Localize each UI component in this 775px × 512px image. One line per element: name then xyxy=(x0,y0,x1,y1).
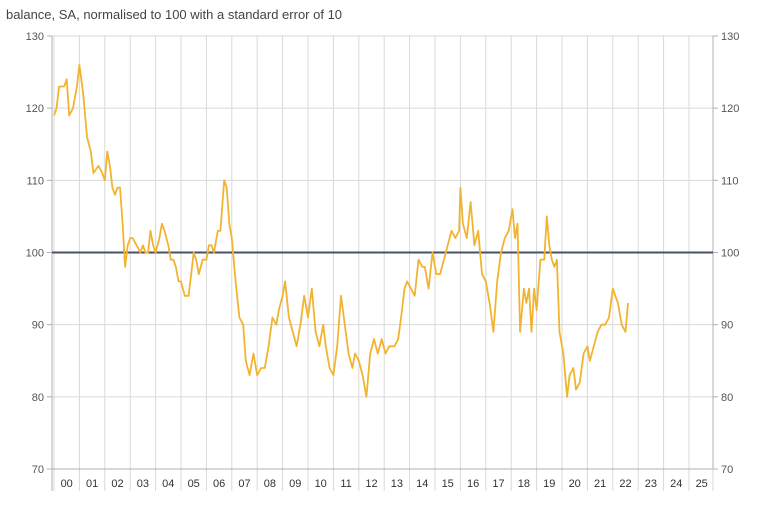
x-tick-label: 11 xyxy=(340,478,351,490)
y-tick-label-right: 130 xyxy=(721,31,739,43)
x-tick-label: 05 xyxy=(188,478,200,490)
x-tick-label: 12 xyxy=(365,478,377,490)
x-tick-label: 08 xyxy=(264,478,276,490)
y-tick-label-left: 80 xyxy=(32,392,44,404)
chart-title: balance, SA, normalised to 100 with a st… xyxy=(6,7,343,22)
y-tick-label-right: 110 xyxy=(721,175,739,187)
series-layer xyxy=(52,64,713,398)
x-tick-label: 19 xyxy=(543,478,555,490)
series-line-balance xyxy=(53,64,629,398)
x-tick-label: 21 xyxy=(594,478,606,490)
x-tick-label: 23 xyxy=(645,478,657,490)
y-tick-label-left: 100 xyxy=(26,248,44,260)
x-tick-label: 04 xyxy=(162,478,174,490)
y-tick-label-left: 90 xyxy=(32,320,44,332)
x-tick-label: 09 xyxy=(289,478,301,490)
x-tick-label: 15 xyxy=(442,478,454,490)
x-tick-label: 18 xyxy=(518,478,530,490)
x-tick-label: 25 xyxy=(696,478,708,490)
x-tick-label: 06 xyxy=(213,478,225,490)
x-tick-label: 00 xyxy=(61,478,73,490)
x-tick-label: 24 xyxy=(670,478,682,490)
y-axis-left-labels: 70 80 90 100 110 120 130 xyxy=(26,31,44,476)
grid-layer xyxy=(47,35,718,491)
x-tick-label: 20 xyxy=(569,478,581,490)
x-tick-label: 13 xyxy=(391,478,403,490)
y-tick-label-right: 90 xyxy=(721,320,733,332)
x-tick-label: 02 xyxy=(111,478,123,490)
x-tick-label: 01 xyxy=(86,478,98,490)
y-tick-label-right: 70 xyxy=(721,464,733,476)
y-tick-label-left: 130 xyxy=(26,31,44,43)
x-tick-label: 16 xyxy=(467,478,479,490)
y-tick-label-left: 120 xyxy=(26,103,44,115)
y-tick-label-right: 120 xyxy=(721,103,739,115)
y-tick-label-left: 70 xyxy=(32,464,44,476)
x-tick-label: 17 xyxy=(492,478,504,490)
y-axis-right-labels: 70 80 90 100 110 120 130 xyxy=(721,31,739,476)
x-tick-label: 03 xyxy=(137,478,149,490)
x-tick-label: 07 xyxy=(238,478,250,490)
x-tick-label: 14 xyxy=(416,478,428,490)
y-tick-label-left: 110 xyxy=(26,175,44,187)
x-tick-label: 22 xyxy=(619,478,631,490)
y-tick-label-right: 100 xyxy=(721,248,739,260)
x-tick-label: 10 xyxy=(315,478,327,490)
x-axis-labels: 00 01 02 03 04 05 06 07 08 09 10 11 12 13 14 15 16 17 18 19… xyxy=(61,478,708,490)
y-tick-label-right: 80 xyxy=(721,392,733,404)
